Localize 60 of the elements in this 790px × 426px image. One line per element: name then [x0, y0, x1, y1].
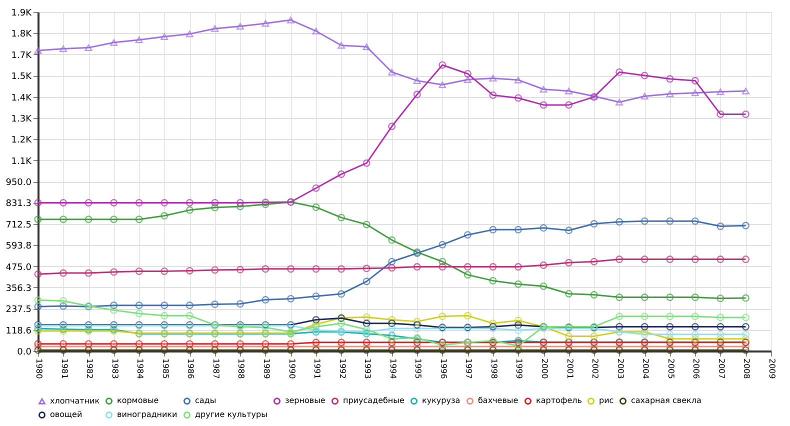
x-tick-label: 2003	[616, 358, 625, 379]
y-tick-label: 1.2K	[11, 136, 33, 146]
x-tick-label: 2005	[666, 358, 676, 379]
legend-label: другие культуры	[195, 410, 268, 419]
y-tick-label: 950.0	[6, 178, 32, 188]
y-tick-label: 118.6	[6, 326, 32, 336]
x-tick-label: 1999	[514, 358, 524, 379]
legend-label: картофель	[536, 396, 582, 406]
x-tick-label: 1985	[160, 358, 170, 379]
x-tick-label: 1980	[34, 358, 44, 379]
x-tick-label: 1990	[287, 358, 296, 379]
y-tick-label: 356.3	[6, 284, 32, 294]
x-tick-label: 1984	[136, 358, 145, 379]
legend-label: виноградники	[117, 410, 178, 419]
legend-label: бахчевые	[478, 396, 518, 406]
legend-label: овощей	[50, 410, 82, 419]
x-tick-label: 1988	[236, 358, 246, 379]
y-tick-label: 237.5	[6, 305, 32, 316]
x-tick-label: 1982	[85, 358, 94, 379]
y-tick-label: 1.3K	[11, 114, 33, 124]
legend-label: кормовые	[117, 396, 159, 406]
x-tick-label: 2000	[540, 358, 550, 379]
legend-label: зерновые	[285, 396, 326, 406]
y-tick-label: 712.5	[6, 220, 32, 230]
x-tick-label: 1996	[438, 358, 448, 379]
y-tick-label: 1.1K	[11, 156, 33, 167]
x-tick-label: 1986	[186, 358, 196, 379]
x-tick-label: 1981	[60, 358, 69, 379]
x-tick-label: 2007	[716, 358, 726, 379]
x-tick-label: 1983	[110, 358, 120, 379]
y-tick-label: 475.0	[6, 262, 32, 273]
x-tick-label: 1991	[312, 358, 322, 379]
x-tick-label: 2004	[641, 358, 650, 379]
x-tick-label: 1987	[211, 358, 220, 379]
legend-label: сады	[195, 396, 216, 406]
x-tick-label: 2002	[590, 358, 600, 379]
x-tick-label: 1997	[464, 358, 474, 379]
x-tick-label: 2001	[565, 358, 574, 379]
x-tick-label: 2009	[768, 358, 776, 379]
legend-label: приусадебные	[343, 396, 404, 406]
legend-label: рис	[599, 396, 614, 406]
x-tick-label: 1993	[363, 358, 372, 379]
legend-label: кукуруза	[422, 396, 460, 406]
x-tick-label: 2006	[692, 358, 701, 379]
x-tick-label: 1995	[414, 358, 423, 379]
x-tick-label: 1992	[338, 358, 347, 379]
y-tick-label: 1.5K	[11, 72, 33, 82]
y-tick-label: 1.8K	[11, 30, 33, 40]
y-tick-label: 1.7K	[11, 50, 33, 61]
x-tick-label: 1989	[262, 358, 271, 379]
y-tick-label: 0.0	[17, 348, 32, 358]
x-tick-label: 2008	[742, 358, 752, 379]
x-tick-label: 1994	[388, 358, 398, 379]
y-tick-label: 1.4K	[11, 93, 33, 104]
x-tick-label: 1998	[489, 358, 498, 379]
y-tick-label: 593.8	[6, 242, 32, 252]
y-tick-label: 1.9K	[11, 8, 33, 18]
y-tick-label: 831.3	[6, 199, 32, 210]
legend-label: хлопчатник	[50, 396, 100, 406]
legend-label: сахарная свекла	[631, 396, 702, 406]
